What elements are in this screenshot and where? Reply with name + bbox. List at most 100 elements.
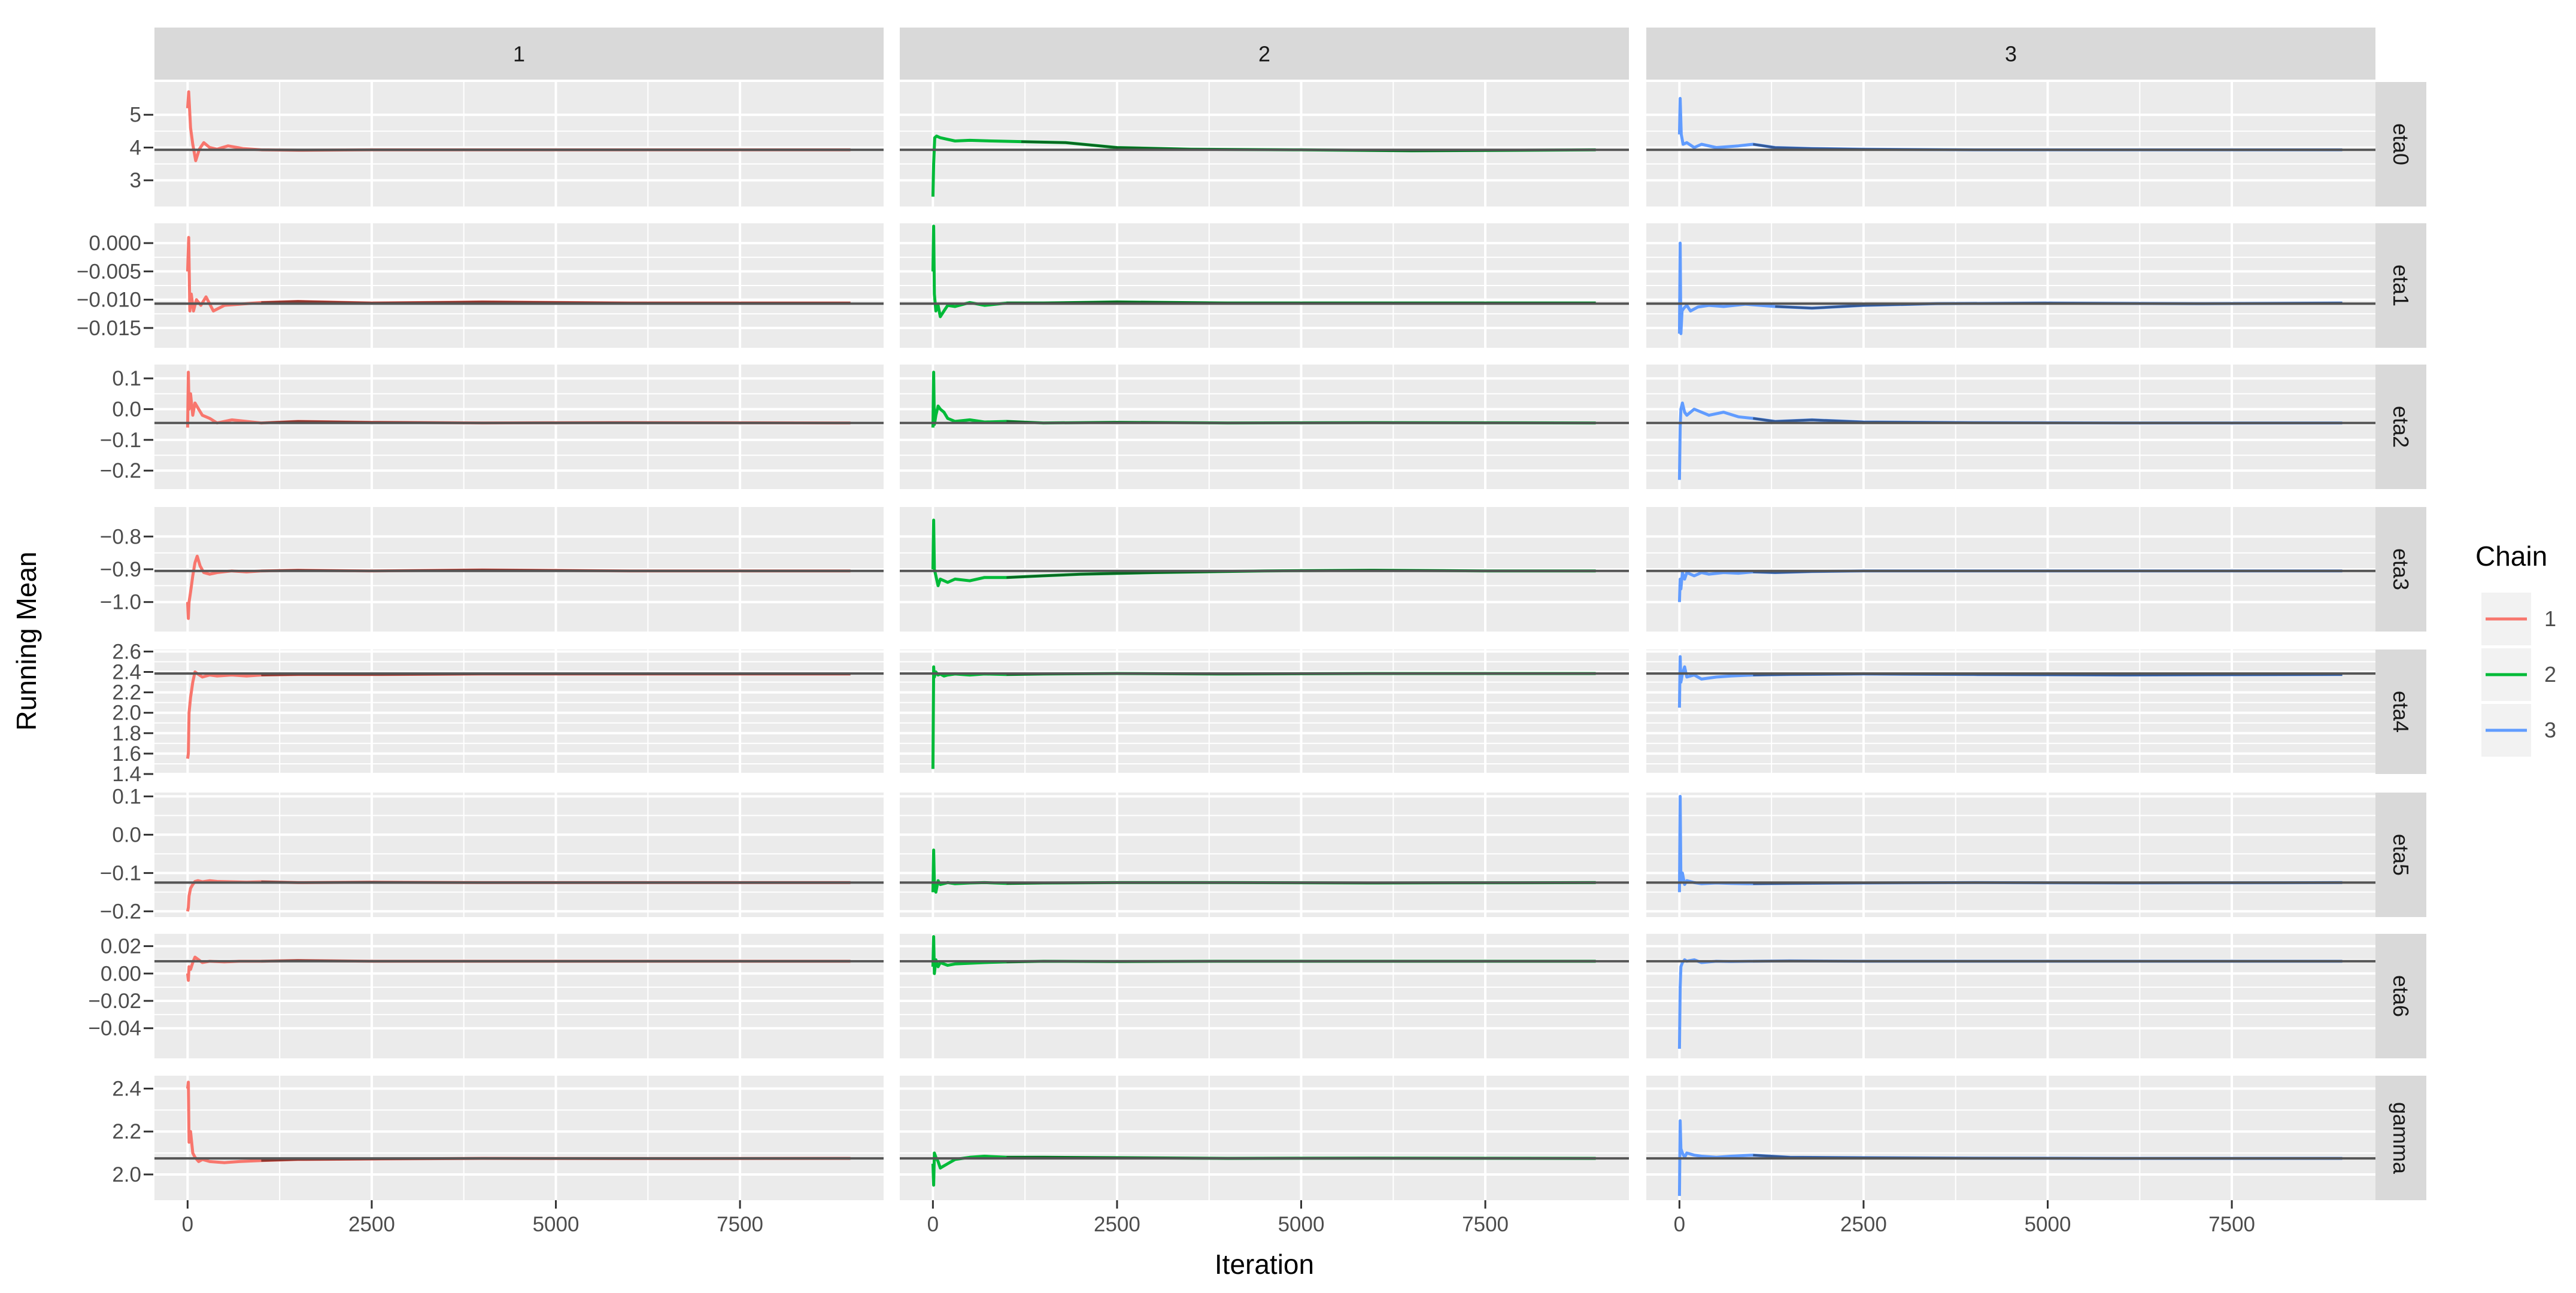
panel-background — [900, 1076, 1629, 1200]
panel-eta2-chain-1 — [154, 365, 884, 489]
column-strip-3 — [1646, 28, 2375, 80]
row-strip-label: eta0 — [2389, 123, 2413, 165]
y-tick-label: 0.0 — [112, 397, 141, 421]
row-strip-eta0 — [2375, 82, 2426, 207]
legend-title: Chain — [2475, 541, 2547, 572]
panel-eta3-chain-3 — [1646, 507, 2375, 632]
y-tick-label: 2.0 — [112, 702, 141, 725]
column-strip-label: 3 — [2005, 42, 2017, 66]
y-tick-label: 2.4 — [112, 1078, 141, 1101]
y-tick-label: 2.2 — [112, 681, 141, 705]
y-tick-label: −0.005 — [77, 260, 141, 283]
panel-eta3-chain-2 — [900, 507, 1629, 632]
column-strip-2 — [900, 28, 1629, 80]
y-tick-label: 4 — [130, 136, 141, 159]
y-tick-label: −0.015 — [77, 317, 141, 340]
x-tick-label: 2500 — [1840, 1213, 1887, 1236]
row-strip-label: eta4 — [2389, 691, 2413, 733]
row-strip-label: eta1 — [2389, 265, 2413, 306]
y-tick-label: 1.6 — [112, 742, 141, 766]
panel-background — [154, 1076, 884, 1200]
y-tick-label: 5 — [130, 104, 141, 127]
panel-eta0-chain-1 — [154, 82, 884, 207]
y-tick-label: −0.2 — [100, 459, 141, 482]
x-tick-label: 0 — [1674, 1213, 1685, 1236]
y-tick-label: −0.2 — [100, 900, 141, 923]
y-tick-label: 2.6 — [112, 640, 141, 663]
x-tick-label: 2500 — [1094, 1213, 1140, 1236]
panel-gamma-chain-1 — [154, 1076, 884, 1200]
row-strip-label: eta3 — [2389, 548, 2413, 590]
y-tick-label: −1.0 — [100, 591, 141, 614]
y-axis-title: Running Mean — [11, 551, 42, 730]
y-tick-label: 1.4 — [112, 763, 141, 786]
panel-eta2-chain-2 — [900, 365, 1629, 489]
panel-eta5-chain-3 — [1646, 793, 2375, 917]
y-tick-label: −0.1 — [100, 429, 141, 452]
panel-background — [154, 82, 884, 207]
column-strip-1 — [154, 28, 884, 80]
panel-eta5-chain-1 — [154, 793, 884, 917]
legend-label: 2 — [2544, 662, 2556, 687]
panel-gamma-chain-3 — [1646, 1076, 2375, 1200]
panel-background — [900, 82, 1629, 207]
panel-background — [154, 934, 884, 1058]
column-strip-label: 2 — [1258, 42, 1270, 66]
panel-eta2-chain-3 — [1646, 365, 2375, 489]
panel-eta6-chain-2 — [900, 934, 1629, 1058]
row-strip-eta2 — [2375, 365, 2426, 489]
panel-eta1-chain-2 — [900, 223, 1629, 348]
y-tick-label: −0.8 — [100, 525, 141, 548]
panel-eta4-chain-2 — [900, 649, 1629, 775]
legend-label: 3 — [2544, 718, 2556, 742]
panel-background — [1646, 82, 2375, 207]
row-strip-label: gamma — [2389, 1102, 2413, 1174]
panel-background — [1646, 793, 2375, 917]
panel-eta6-chain-3 — [1646, 934, 2375, 1058]
y-tick-label: 1.8 — [112, 722, 141, 745]
panel-eta0-chain-3 — [1646, 82, 2375, 207]
y-tick-label: 2.0 — [112, 1163, 141, 1186]
y-tick-label: −0.9 — [100, 558, 141, 581]
row-strip-label: eta2 — [2389, 406, 2413, 448]
panel-background — [154, 793, 884, 917]
legend-label: 1 — [2544, 606, 2556, 631]
y-tick-label: 0.02 — [101, 935, 141, 958]
row-strip-eta4 — [2375, 649, 2426, 774]
y-tick-label: −0.1 — [100, 861, 141, 885]
panel-background — [154, 365, 884, 489]
panel-eta1-chain-1 — [154, 223, 884, 348]
row-strip-eta3 — [2375, 507, 2426, 632]
row-strip-eta6 — [2375, 934, 2426, 1058]
y-tick-label: 0.0 — [112, 823, 141, 846]
y-tick-label: 2.4 — [112, 661, 141, 684]
y-tick-label: −0.010 — [77, 289, 141, 312]
panel-background — [900, 365, 1629, 489]
row-strip-label: eta5 — [2389, 834, 2413, 876]
panel-background — [900, 934, 1629, 1058]
panel-background — [1646, 365, 2375, 489]
x-tick-label: 0 — [182, 1213, 193, 1236]
x-tick-label: 5000 — [2025, 1213, 2071, 1236]
panel-eta3-chain-1 — [154, 507, 884, 632]
panel-eta6-chain-1 — [154, 934, 884, 1058]
y-tick-label: 0.1 — [112, 785, 141, 808]
panel-eta0-chain-2 — [900, 82, 1629, 207]
panel-background — [1646, 1076, 2375, 1200]
panel-eta5-chain-2 — [900, 793, 1629, 917]
panel-eta4-chain-1 — [154, 649, 884, 775]
y-tick-label: 2.2 — [112, 1120, 141, 1143]
x-tick-label: 0 — [927, 1213, 939, 1236]
panel-background — [900, 793, 1629, 917]
panel-eta4-chain-3 — [1646, 649, 2375, 775]
y-tick-label: 0.000 — [89, 232, 141, 255]
panel-gamma-chain-2 — [900, 1076, 1629, 1200]
row-strip-gamma — [2375, 1076, 2426, 1200]
row-strip-eta1 — [2375, 223, 2426, 348]
y-tick-label: −0.04 — [88, 1017, 141, 1040]
row-strip-label: eta6 — [2389, 975, 2413, 1017]
panel-background — [1646, 934, 2375, 1058]
y-tick-label: 0.00 — [101, 962, 141, 985]
row-strip-eta5 — [2375, 793, 2426, 917]
